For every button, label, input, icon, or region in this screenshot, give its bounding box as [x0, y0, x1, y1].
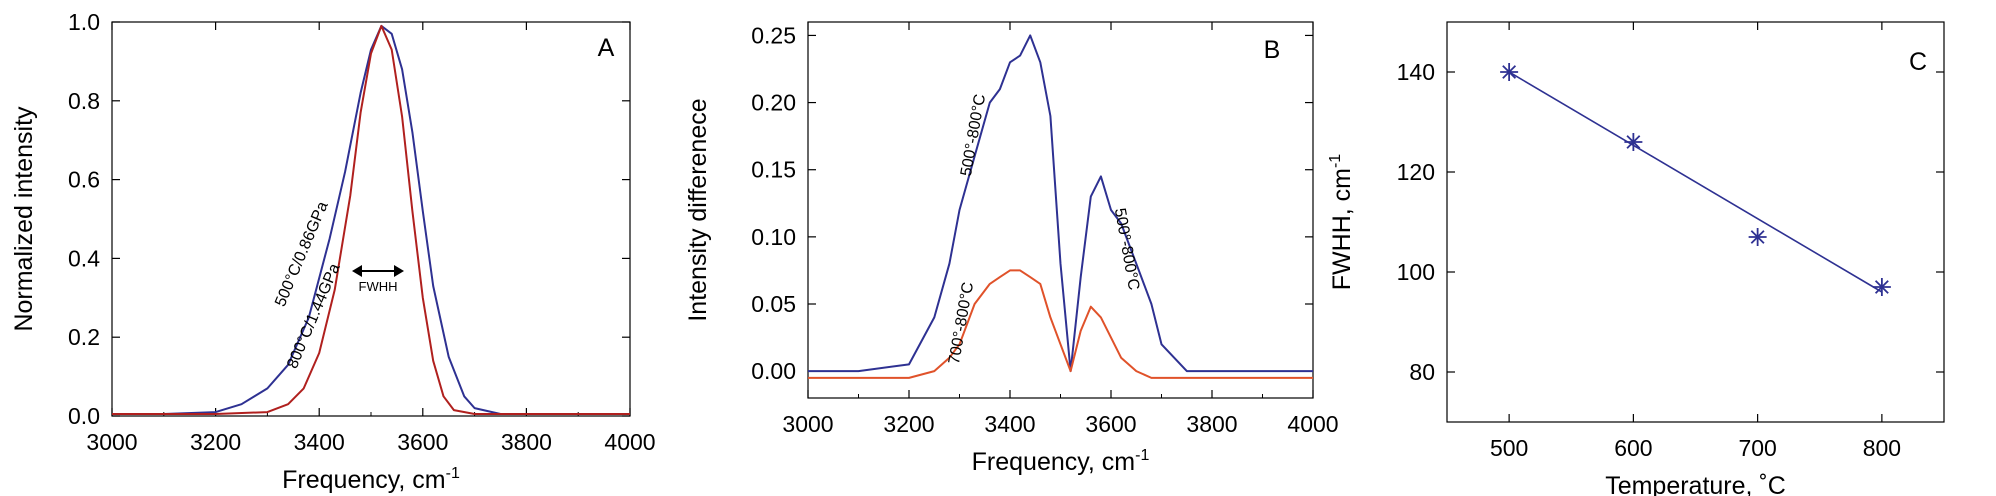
marker-stroke — [1750, 230, 1765, 244]
x-tick-label: 3600 — [1085, 411, 1136, 437]
x-tick-label: 700 — [1738, 435, 1776, 461]
y-axis-title-sup: -1 — [1327, 154, 1344, 168]
data-point — [1500, 63, 1519, 81]
x-axis-title: Frequency, cm-1 — [972, 447, 1150, 476]
x-axis-title: Frequency, cm-1 — [282, 465, 460, 494]
y-tick-label: 0.15 — [751, 157, 796, 183]
y-tick-label: 0.20 — [751, 90, 796, 116]
x-tick-label: 3800 — [1186, 411, 1237, 437]
x-axis-title-text: Frequency, cm — [972, 448, 1135, 476]
data-point — [1872, 278, 1891, 296]
series-line-1 — [112, 24, 630, 415]
panel-b: 3000 3200 3400 3600 3800 4000 0.00 0.05 0.10 0.15… — [684, 21, 1339, 476]
fwhh-label: FWHH — [359, 279, 398, 294]
x-tick-label: 3000 — [86, 429, 137, 455]
series-label-700-800: 700°-800°C — [946, 281, 977, 366]
panel-letter: B — [1264, 36, 1281, 64]
panel-letter: C — [1909, 48, 1927, 76]
y-tick-label: 0.05 — [751, 291, 796, 317]
y-tick-label: 0.0 — [68, 403, 100, 429]
y-tick-label: 80 — [1409, 359, 1435, 385]
x-tick-label: 3600 — [397, 429, 448, 455]
data-layer — [1500, 63, 1891, 296]
x-tick-label: 500 — [1490, 435, 1528, 461]
x-axis-title: Temperature, ˚C — [1605, 472, 1786, 496]
series-label-500-800-right: 500°-800°C — [1111, 207, 1142, 292]
marker-stroke — [1874, 280, 1889, 294]
plot-frame — [111, 21, 631, 417]
y-axis-title: Normalized intensity — [10, 106, 38, 332]
y-axis-title: Intensity differenece — [684, 98, 712, 321]
series-line-2 — [808, 269, 1313, 379]
x-tick-label: 4000 — [604, 429, 655, 455]
data-point — [1624, 133, 1643, 151]
y-tick-label: 140 — [1397, 59, 1435, 85]
marker-stroke — [1502, 65, 1517, 79]
y-tick-label: 0.8 — [68, 88, 100, 114]
y-axis-title: FWHH, cm-1 — [1327, 154, 1356, 291]
y-tick-label: 0.00 — [751, 358, 796, 384]
y-tick-label: 0.10 — [751, 224, 796, 250]
data-layer — [112, 24, 630, 415]
marker-stroke — [1626, 135, 1641, 149]
data-layer — [808, 34, 1313, 379]
y-tick-label: 0.2 — [68, 324, 100, 350]
panel-a: 3000 3200 3400 3600 3800 4000 0.0 0.2 0.4 0.6 0.8 1… — [10, 9, 656, 494]
panel-letter: A — [598, 34, 615, 62]
series-line-2 — [112, 24, 630, 415]
y-tick-label: 0.25 — [751, 22, 796, 48]
x-axis-title-sup: -1 — [1135, 447, 1149, 464]
x-tick-label: 3800 — [501, 429, 552, 455]
series-line-1 — [808, 34, 1313, 373]
x-tick-label: 3000 — [782, 411, 833, 437]
y-tick-label: 100 — [1397, 259, 1435, 285]
y-tick-label: 120 — [1397, 159, 1435, 185]
x-axis-title-text: Frequency, cm — [282, 466, 445, 494]
x-tick-label: 3400 — [984, 411, 1035, 437]
y-tick-label: 0.6 — [68, 167, 100, 193]
x-tick-label: 800 — [1863, 435, 1901, 461]
y-axis-title-text: FWHH, cm — [1328, 168, 1356, 290]
x-tick-label: 3200 — [883, 411, 934, 437]
x-tick-label: 3400 — [294, 429, 345, 455]
x-tick-label: 600 — [1614, 435, 1652, 461]
y-tick-label: 1.0 — [68, 9, 100, 35]
fit-line — [1508, 71, 1883, 293]
fwhh-arrowhead-left — [352, 265, 362, 277]
x-tick-label: 3200 — [190, 429, 241, 455]
x-tick-label: 4000 — [1287, 411, 1338, 437]
data-point — [1748, 228, 1767, 246]
plot-frame — [1446, 21, 1945, 423]
y-axis-title-text: Normalized intensity — [10, 106, 38, 332]
y-axis-title-text: Intensity differenece — [684, 98, 712, 321]
fwhh-arrowhead-right — [394, 265, 404, 277]
x-axis-title-text: Temperature, ˚C — [1605, 472, 1786, 496]
panel-c: 500 600 700 800 80 100 120 140 Temperature, ˚C FW… — [1327, 21, 1945, 496]
x-axis-title-sup: -1 — [446, 465, 460, 482]
series-label-500-800-left: 500°-800°C — [958, 93, 989, 178]
y-tick-label: 0.4 — [68, 245, 100, 271]
